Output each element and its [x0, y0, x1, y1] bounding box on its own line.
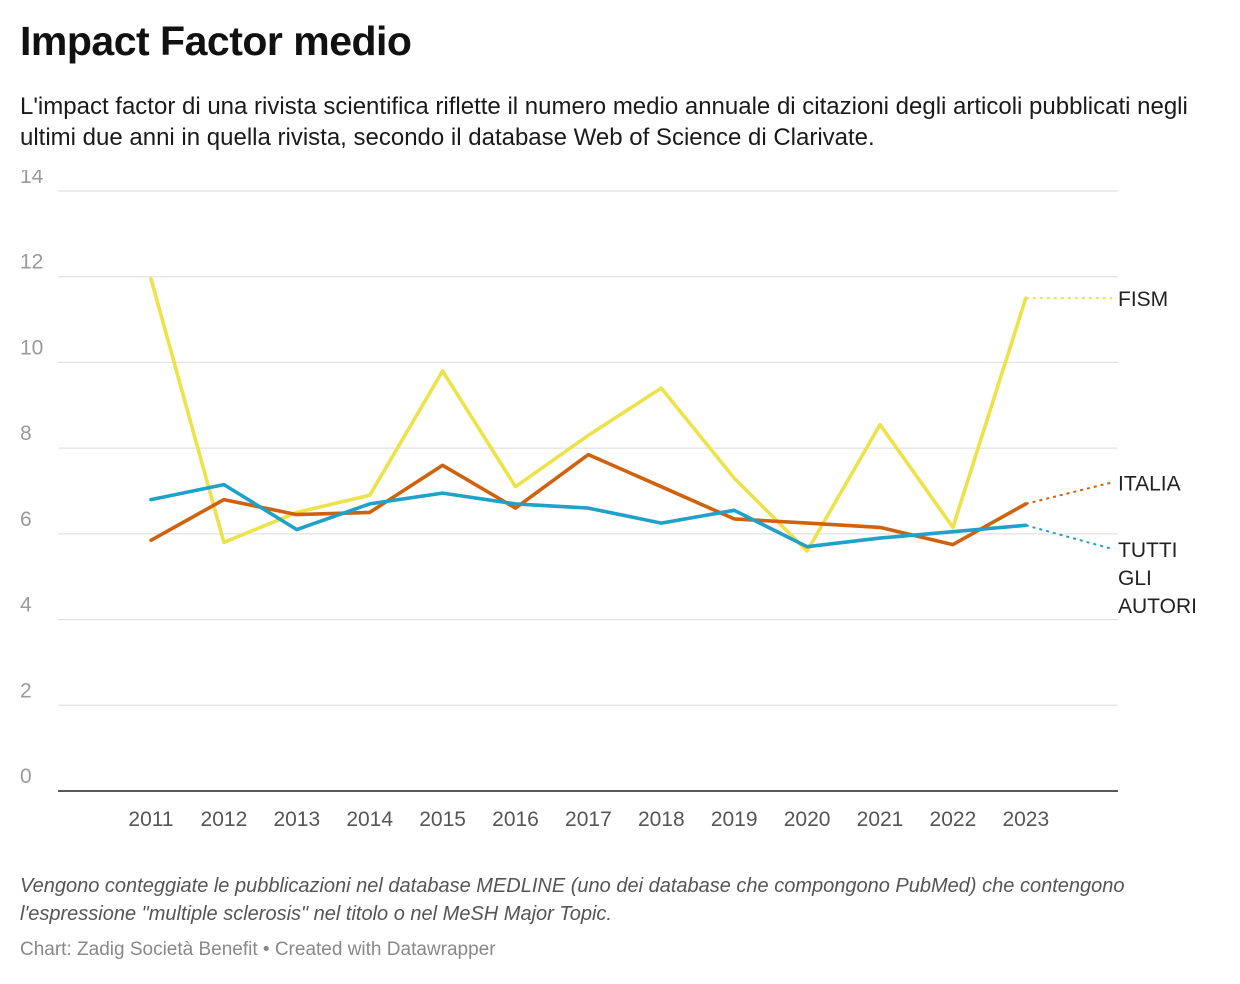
x-tick-label-2014: 2014: [346, 808, 393, 831]
series-line-fism: [149, 277, 1028, 553]
x-tick-label-2016: 2016: [492, 808, 539, 831]
x-tick-label-2019: 2019: [711, 808, 758, 831]
y-tick-label-2: 2: [20, 679, 32, 702]
series-label-tutti-gli-autori-1: GLI: [1118, 567, 1152, 590]
chart-notes: Vengono conteggiate le pubblicazioni nel…: [20, 875, 1125, 925]
x-tick-label-2011: 2011: [128, 808, 173, 831]
grid-layer: 0 2 4 6 8 10 12 14 2011 2012 2013 2014 2015 2016 2017 2…: [20, 170, 1118, 831]
series-label-italia: ITALIA: [1118, 472, 1181, 495]
y-tick-label-6: 6: [20, 508, 32, 531]
y-tick-label-14: 14: [20, 170, 44, 188]
line-chart: 0 2 4 6 8 10 12 14 2011 2012 2013 2014 2015 2016 2017 2…: [20, 170, 1197, 831]
series-label-tutti-gli-autori-0: TUTTI: [1118, 539, 1177, 562]
x-tick-label-2017: 2017: [565, 808, 612, 831]
series-line-tutti-gli-autori: [149, 482, 1028, 549]
x-tick-label-2015: 2015: [419, 808, 466, 831]
chart-subtitle: L'impact factor di una rivista scientifi…: [20, 93, 1188, 151]
series-line-italia: [149, 452, 1028, 547]
label-layer: FISM ITALIA TUTTI GLI AUTORI: [1118, 288, 1197, 618]
y-tick-label-0: 0: [20, 765, 32, 788]
x-tick-label-2020: 2020: [784, 808, 831, 831]
chart-title: Impact Factor medio: [20, 18, 412, 64]
series-label-tutti-gli-autori-2: AUTORI: [1118, 595, 1197, 618]
y-tick-label-4: 4: [20, 594, 32, 617]
series-trend-italia: [1025, 481, 1113, 505]
y-tick-label-12: 12: [20, 251, 43, 274]
x-tick-label-2018: 2018: [638, 808, 685, 831]
x-tick-label-2013: 2013: [273, 808, 320, 831]
series-trend-tutti-gli-autori: [1025, 524, 1113, 550]
x-tick-label-2023: 2023: [1002, 808, 1049, 831]
chart-byline: Chart: Zadig Società Benefit • Created w…: [20, 939, 496, 960]
x-tick-label-2021: 2021: [857, 808, 904, 831]
series-layer: [149, 277, 1113, 553]
y-tick-label-10: 10: [20, 336, 43, 359]
y-tick-label-8: 8: [20, 422, 32, 445]
x-tick-label-2022: 2022: [930, 808, 977, 831]
series-label-fism: FISM: [1118, 288, 1168, 311]
x-tick-label-2012: 2012: [201, 808, 248, 831]
